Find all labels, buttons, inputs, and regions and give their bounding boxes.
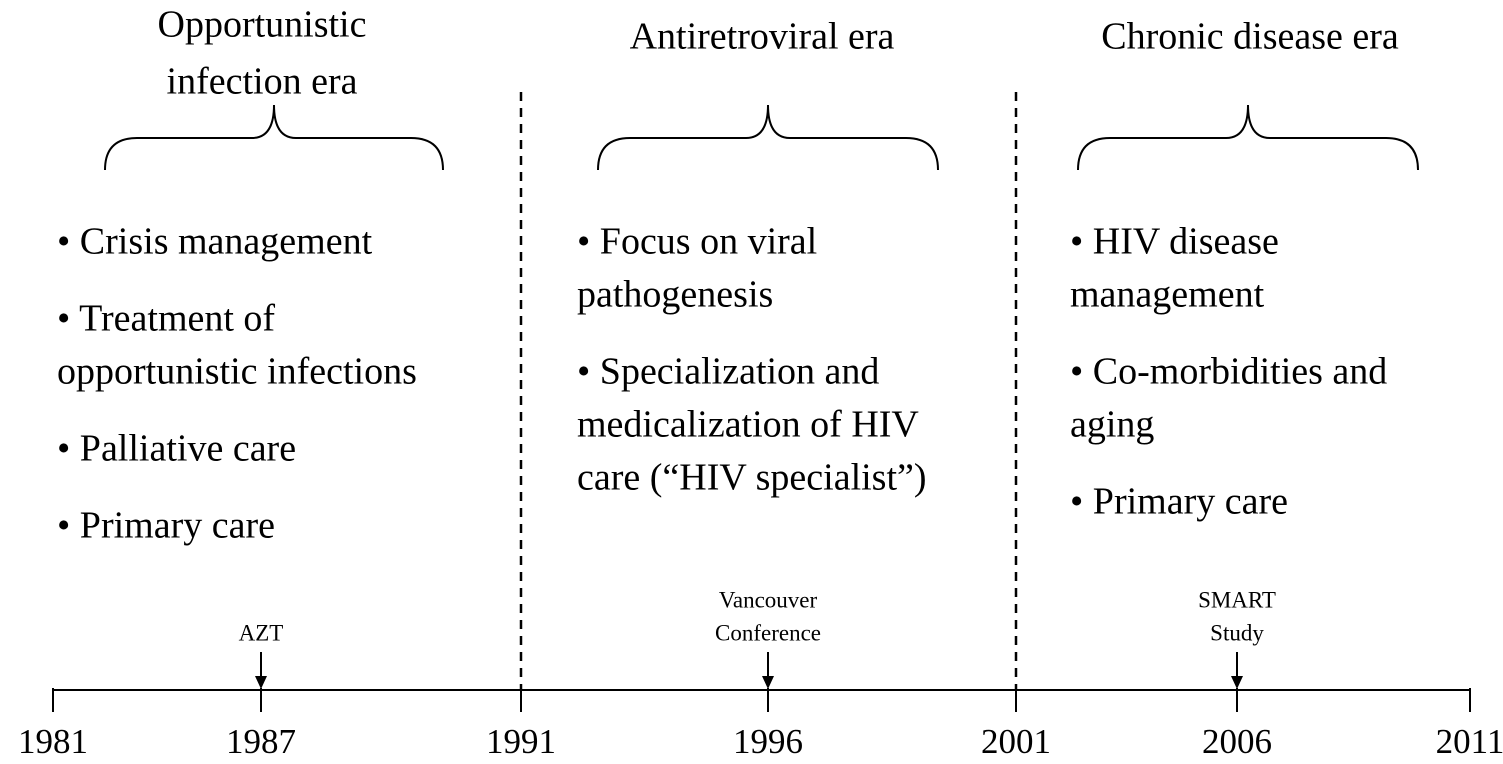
bullet-item: • Specialization and bbox=[577, 351, 879, 393]
event-arrowhead bbox=[1231, 676, 1243, 689]
brace bbox=[104, 104, 444, 171]
year-label: 2011 bbox=[1436, 722, 1503, 761]
bullet-item: opportunistic infections bbox=[57, 351, 417, 393]
event-label: Vancouver bbox=[719, 587, 818, 612]
event-label: SMART bbox=[1198, 587, 1276, 612]
bullet-item: • Crisis management bbox=[57, 221, 373, 263]
event-label: Study bbox=[1210, 620, 1264, 645]
bullet-item: pathogenesis bbox=[577, 274, 773, 316]
era-title: Opportunistic bbox=[158, 4, 367, 46]
event-label: Conference bbox=[715, 620, 821, 645]
brace bbox=[597, 104, 939, 171]
year-label: 1981 bbox=[18, 722, 88, 761]
era-title: infection era bbox=[167, 61, 358, 103]
era-title: Antiretroviral era bbox=[630, 16, 895, 58]
bullet-item: • Treatment of bbox=[57, 298, 275, 340]
bullet-item: management bbox=[1070, 274, 1265, 316]
bullet-item: • Primary care bbox=[1070, 481, 1288, 523]
year-label: 1991 bbox=[486, 722, 556, 761]
bullet-item: • Focus on viral bbox=[577, 221, 817, 263]
bullet-item: • Primary care bbox=[57, 505, 275, 547]
year-label: 1996 bbox=[733, 722, 803, 761]
event-arrowhead bbox=[255, 676, 267, 689]
era-title: Chronic disease era bbox=[1101, 16, 1399, 58]
year-label: 1987 bbox=[226, 722, 296, 761]
bullet-item: • Co-morbidities and bbox=[1070, 351, 1387, 393]
event-arrowhead bbox=[762, 676, 774, 689]
year-label: 2001 bbox=[981, 722, 1051, 761]
bullet-item: • HIV disease bbox=[1070, 221, 1279, 263]
bullet-item: medicalization of HIV bbox=[577, 404, 919, 446]
bullet-item: care (“HIV specialist”) bbox=[577, 457, 927, 499]
brace bbox=[1077, 104, 1419, 171]
bullet-item: • Palliative care bbox=[57, 428, 296, 470]
year-label: 2006 bbox=[1202, 722, 1272, 761]
event-label: AZT bbox=[239, 620, 284, 645]
bullet-item: aging bbox=[1070, 404, 1154, 446]
